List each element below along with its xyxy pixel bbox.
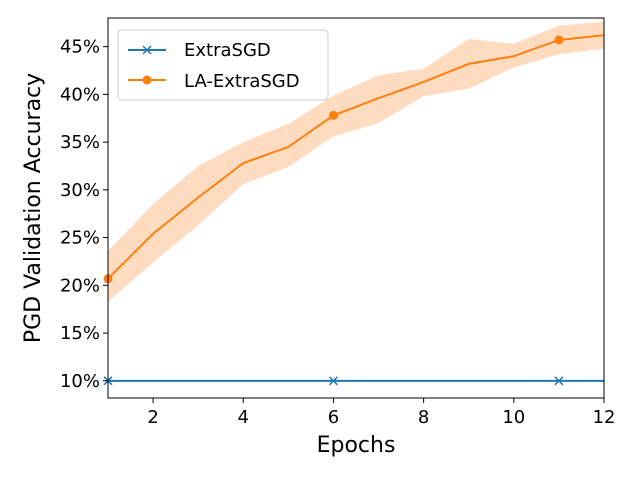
x-tick-label: 6 <box>328 407 339 428</box>
legend-marker-la-extrasgd <box>142 75 152 85</box>
series-lines <box>107 34 605 382</box>
point-la-extrasgd-x6 <box>328 110 338 120</box>
y-tick-label: 35% <box>60 132 100 153</box>
legend-box <box>117 29 329 101</box>
x-tick-label: 10 <box>502 407 525 428</box>
legend-label-la-extrasgd: LA-ExtraSGD <box>184 71 300 92</box>
y-tick-label: 25% <box>60 228 100 249</box>
y-tick-label: 15% <box>60 323 100 344</box>
x-tick-label: 8 <box>418 407 429 428</box>
line-la-extrasgd <box>107 34 605 280</box>
series-markers <box>103 35 564 386</box>
y-axis-title: PGD Validation Accuracy <box>21 73 46 343</box>
y-tick-label: 40% <box>60 84 100 105</box>
confidence-bands <box>108 21 604 302</box>
x-tick-label: 4 <box>238 407 249 428</box>
point-extrasgd-x6 <box>328 376 338 386</box>
point-extrasgd-x11 <box>554 376 564 386</box>
x-axis-title: Epochs <box>317 433 396 458</box>
y-tick-label: 20% <box>60 275 100 296</box>
legend-label-extrasgd: ExtraSGD <box>184 40 271 61</box>
x-axis-ticks: 2 4 6 8 10 12 <box>147 398 615 428</box>
x-tick-label: 12 <box>593 407 616 428</box>
band-la-extrasgd <box>108 21 604 302</box>
x-tick-label: 2 <box>147 407 158 428</box>
legend: ExtraSGD LA-ExtraSGD <box>117 29 329 101</box>
plot-frame <box>107 17 605 399</box>
y-tick-label: 30% <box>60 180 100 201</box>
y-tick-label: 10% <box>60 371 100 392</box>
point-la-extrasgd-x11 <box>554 35 564 45</box>
legend-marker-extrasgd <box>142 45 152 55</box>
y-tick-label: 45% <box>60 37 100 58</box>
y-axis-ticks: 10% 15% 20% 25% 30% 35% 40% 45% <box>60 37 108 392</box>
